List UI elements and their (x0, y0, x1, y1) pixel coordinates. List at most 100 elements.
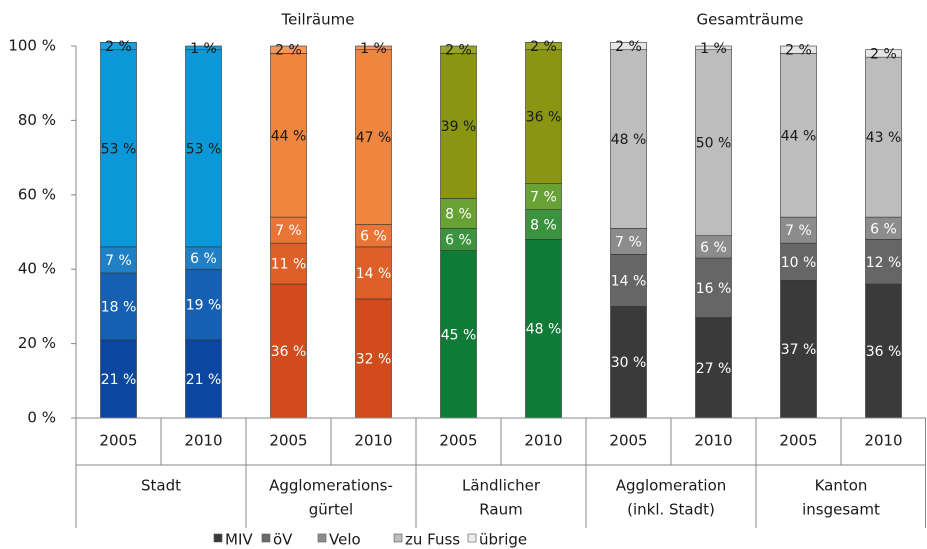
bar-segment (100, 246, 137, 274)
value-label: 1 % (190, 41, 217, 57)
x-tick-label: 2010 (694, 432, 732, 450)
bar-segment (100, 272, 137, 341)
bar-segment (610, 306, 647, 419)
value-label: 36 % (526, 110, 562, 126)
legend-marker (317, 533, 327, 543)
value-label: 47 % (356, 130, 392, 146)
value-label: 6 % (870, 221, 897, 237)
value-label: 7 % (785, 223, 812, 239)
value-label: 53 % (186, 141, 222, 157)
bar-segment (865, 49, 902, 58)
value-label: 6 % (445, 232, 472, 248)
value-label: 36 % (866, 344, 902, 360)
y-tick-label: 20 % (18, 334, 56, 352)
value-label: 6 % (360, 229, 387, 245)
group-label: Stadt (141, 477, 181, 495)
value-label: 44 % (781, 128, 817, 144)
y-tick-label: 40 % (18, 260, 56, 278)
bar-segment (780, 242, 817, 281)
value-label: 18 % (101, 299, 137, 315)
legend-marker (261, 533, 271, 543)
bar-segment (355, 246, 392, 300)
bar-segment (270, 283, 307, 419)
x-tick-label: 2010 (864, 432, 902, 450)
legend-label: Velo (329, 531, 361, 549)
value-label: 37 % (781, 342, 817, 358)
value-label: 7 % (105, 253, 132, 269)
group-label: Agglomeration (616, 477, 727, 495)
legend-label: zu Fuss (405, 531, 460, 549)
value-label: 2 % (615, 39, 642, 55)
legend-label: öV (273, 531, 293, 549)
value-label: 48 % (611, 132, 647, 148)
bar-segment (695, 257, 732, 318)
legend-label: übrige (479, 531, 527, 549)
x-tick-label: 2010 (354, 432, 392, 450)
y-tick-label: 0 % (27, 409, 56, 427)
bar-segment (355, 45, 392, 51)
value-label: 2 % (785, 43, 812, 59)
bar-segment (525, 239, 562, 419)
y-tick-label: 60 % (18, 185, 56, 203)
value-label: 11 % (271, 257, 307, 273)
bar-segment (100, 41, 137, 51)
bar-segment (185, 49, 222, 248)
bar-segment (440, 45, 477, 54)
value-label: 7 % (275, 223, 302, 239)
group-label: Kanton (815, 477, 868, 495)
bar-segment (865, 283, 902, 419)
value-label: 39 % (441, 119, 477, 135)
value-label: 21 % (186, 372, 222, 388)
bar-segment (270, 45, 307, 54)
bar-segment (610, 227, 647, 255)
legend-label: MIV (225, 531, 253, 549)
value-label: 53 % (101, 141, 137, 157)
value-label: 2 % (105, 39, 132, 55)
bar-segment (440, 250, 477, 419)
bar-segment (780, 53, 817, 218)
x-tick-label: 2005 (269, 432, 307, 450)
value-label: 8 % (445, 206, 472, 222)
value-label: 2 % (445, 43, 472, 59)
value-label: 1 % (700, 41, 727, 57)
group-label: insgesamt (802, 501, 880, 519)
group-label: Ländlicher (462, 477, 541, 495)
group-label: (inkl. Stadt) (627, 501, 715, 519)
value-label: 2 % (530, 39, 557, 55)
group-label: Agglomerations- (269, 477, 393, 495)
bar-segment (270, 242, 307, 285)
bar-segment (780, 216, 817, 244)
value-label: 14 % (356, 266, 392, 282)
bar-segment (780, 280, 817, 419)
bar-segment (525, 41, 562, 51)
bar-segment (695, 49, 732, 237)
value-label: 6 % (700, 240, 727, 256)
section-title: Teilräume (281, 11, 355, 29)
value-label: 21 % (101, 372, 137, 388)
bar-segment (780, 45, 817, 54)
bar-segment (440, 198, 477, 229)
y-tick-label: 100 % (8, 37, 56, 55)
bar-segment (185, 268, 222, 341)
bar-segment (610, 254, 647, 307)
bar-segment (525, 209, 562, 240)
value-label: 27 % (696, 361, 732, 377)
value-label: 44 % (271, 128, 307, 144)
value-label: 14 % (611, 273, 647, 289)
bar-segment (355, 298, 392, 419)
value-label: 36 % (271, 344, 307, 360)
legend-marker (213, 533, 223, 543)
value-label: 30 % (611, 355, 647, 371)
value-label: 32 % (356, 351, 392, 367)
value-label: 2 % (275, 43, 302, 59)
value-label: 2 % (870, 46, 897, 62)
value-label: 48 % (526, 322, 562, 338)
value-label: 8 % (530, 218, 557, 234)
value-label: 7 % (530, 190, 557, 206)
bar-segment (525, 49, 562, 184)
value-label: 16 % (696, 281, 732, 297)
value-label: 6 % (190, 251, 217, 267)
bar-segment (270, 53, 307, 218)
x-tick-label: 2005 (779, 432, 817, 450)
